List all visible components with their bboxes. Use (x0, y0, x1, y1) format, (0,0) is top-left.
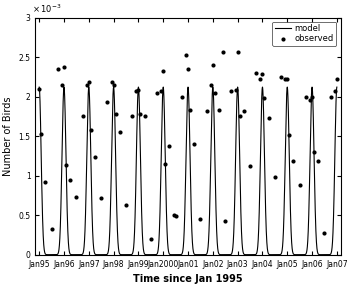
observed (303, 94, 309, 99)
observed (160, 69, 166, 73)
observed (38, 131, 44, 136)
observed (208, 82, 214, 87)
observed (334, 77, 340, 82)
observed (316, 159, 321, 164)
observed (173, 214, 178, 218)
model (49, 253, 54, 256)
observed (260, 72, 265, 77)
observed (322, 231, 327, 236)
Y-axis label: Number of Birds: Number of Birds (3, 96, 13, 176)
observed (247, 164, 253, 168)
observed (142, 114, 147, 119)
observed (86, 80, 92, 85)
X-axis label: Time since Jan 1995: Time since Jan 1995 (133, 274, 243, 284)
observed (233, 88, 238, 92)
observed (179, 94, 185, 99)
observed (92, 155, 98, 160)
model (38, 120, 42, 123)
observed (134, 89, 139, 93)
observed (117, 130, 122, 134)
observed (328, 94, 333, 99)
observed (113, 112, 118, 116)
observed (283, 77, 288, 82)
observed (223, 219, 228, 224)
observed (88, 127, 94, 132)
observed (105, 100, 110, 104)
observed (286, 132, 292, 137)
observed (278, 75, 284, 79)
observed (241, 108, 247, 113)
observed (37, 86, 42, 91)
observed (49, 226, 54, 231)
observed (284, 77, 290, 82)
observed (198, 217, 203, 221)
observed (332, 89, 338, 93)
observed (171, 213, 177, 218)
Legend: model, observed: model, observed (272, 22, 336, 46)
observed (55, 67, 61, 71)
model (319, 253, 323, 256)
observed (59, 82, 65, 87)
observed (191, 142, 197, 146)
observed (74, 195, 79, 199)
observed (237, 114, 243, 119)
observed (63, 163, 69, 168)
model (95, 253, 100, 256)
Line: model: model (39, 87, 337, 255)
model (173, 253, 178, 256)
observed (291, 159, 296, 164)
observed (235, 50, 240, 55)
observed (204, 108, 210, 113)
observed (158, 89, 164, 93)
observed (307, 98, 313, 102)
observed (309, 94, 315, 99)
observed (42, 180, 48, 184)
observed (84, 82, 90, 87)
Text: $\times\,10^{-3}$: $\times\,10^{-3}$ (32, 3, 62, 15)
observed (154, 90, 160, 95)
model (37, 85, 41, 89)
observed (253, 71, 259, 75)
observed (111, 82, 117, 87)
observed (210, 63, 216, 67)
observed (138, 112, 143, 116)
observed (163, 162, 168, 166)
observed (61, 64, 67, 69)
model (183, 213, 187, 216)
observed (216, 108, 222, 112)
observed (167, 144, 172, 149)
observed (187, 108, 193, 112)
observed (67, 177, 73, 182)
observed (185, 67, 191, 71)
observed (258, 77, 263, 82)
observed (266, 116, 271, 120)
observed (311, 150, 317, 154)
observed (220, 50, 226, 55)
observed (135, 88, 141, 92)
observed (98, 195, 104, 200)
model (55, 253, 59, 256)
observed (109, 80, 114, 85)
observed (229, 89, 234, 93)
observed (130, 114, 135, 119)
observed (183, 53, 189, 58)
observed (148, 236, 154, 241)
observed (80, 114, 85, 119)
model (335, 85, 339, 89)
observed (212, 90, 218, 95)
observed (261, 96, 267, 100)
observed (123, 203, 129, 207)
observed (297, 183, 303, 187)
observed (272, 175, 278, 179)
